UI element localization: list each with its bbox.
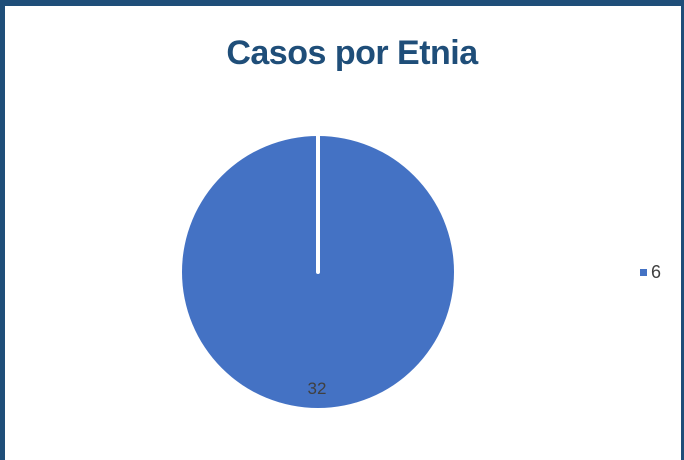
chart-title: Casos por Etnia (226, 34, 478, 72)
legend-swatch (640, 269, 647, 276)
legend-label: 6 (651, 262, 662, 282)
legend: 6 (640, 262, 661, 283)
slice-data-label: 32 (308, 379, 327, 398)
